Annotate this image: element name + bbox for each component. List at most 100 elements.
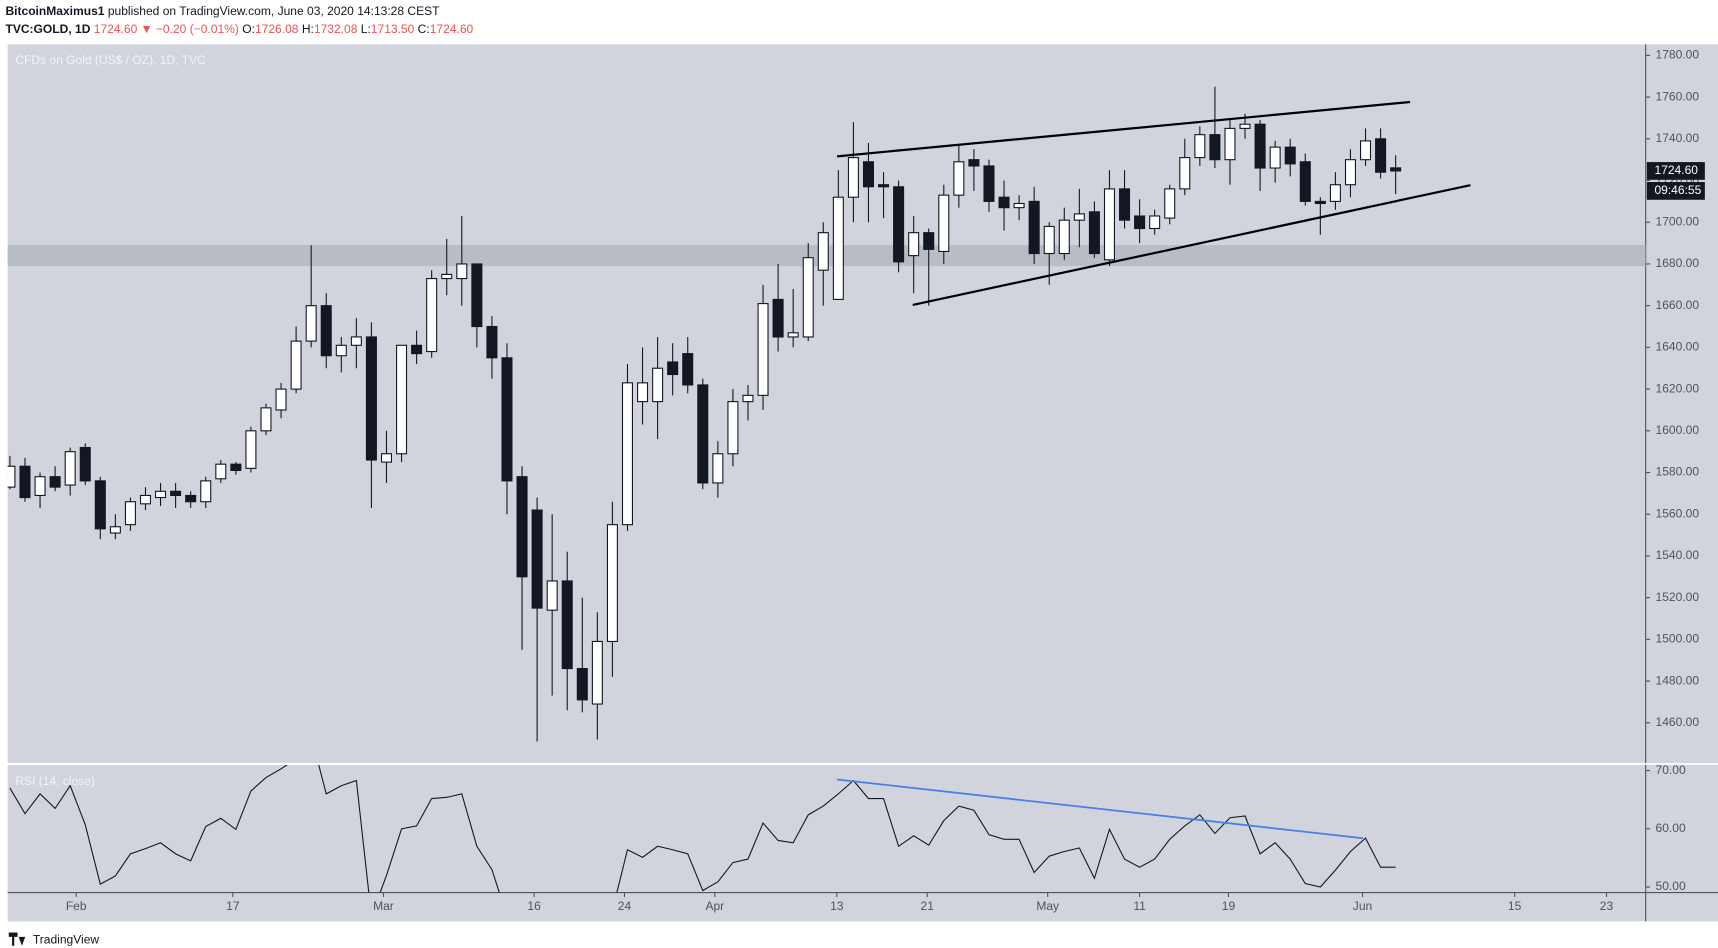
header-line: BitcoinMaximus1 published on TradingView…	[5, 4, 440, 18]
x-tick-label: Mar	[373, 899, 394, 913]
x-tick-label: 16	[527, 899, 541, 913]
candle-body	[697, 384, 709, 484]
candle-body	[1254, 123, 1266, 169]
candle-body	[1375, 138, 1387, 173]
h-label: H:	[302, 22, 314, 36]
candle-body	[1179, 157, 1191, 190]
rsi-title: RSI (14, close)	[15, 774, 95, 788]
candle-body	[471, 263, 483, 328]
candle-body	[787, 332, 799, 338]
trend-line	[836, 100, 1411, 158]
candle-body	[667, 361, 679, 376]
x-tick-label: May	[1036, 899, 1060, 913]
last: 1724.60	[94, 22, 138, 36]
y-tick-label: 1560.00	[1656, 506, 1700, 520]
price-tag-box	[1646, 162, 1705, 180]
published: published on TradingView.com, June 03, 2…	[108, 4, 440, 18]
candle-body	[847, 157, 859, 198]
candle-body	[396, 344, 408, 455]
candle-body	[1119, 188, 1131, 221]
candle-body	[139, 494, 152, 505]
candles	[7, 86, 1402, 742]
x-tick-label: 23	[1600, 899, 1614, 913]
x-tick-label: 21	[921, 899, 935, 913]
candle-body	[1194, 134, 1206, 159]
candle-body	[7, 465, 16, 488]
l-label: L:	[361, 22, 371, 36]
y-tick-label: 1580.00	[1656, 465, 1700, 479]
candle-body	[682, 353, 694, 386]
footer-logo: TradingView	[8, 932, 99, 946]
candle-body	[968, 159, 980, 167]
candle-body	[1073, 213, 1085, 221]
y-tick-label: 1520.00	[1656, 590, 1700, 604]
candle-body	[441, 273, 453, 280]
y-tick-label: 1740.00	[1656, 131, 1700, 145]
chart-title: CFDs on Gold (US$ / OZ), 1D, TVC	[15, 53, 206, 67]
candle-body	[1239, 123, 1251, 129]
y-tick-label: 1640.00	[1656, 340, 1700, 354]
x-tick-label: 19	[1222, 899, 1236, 913]
candle-body	[817, 232, 829, 271]
candle-body	[1103, 188, 1115, 261]
candle-body	[79, 446, 91, 482]
candle-body	[712, 453, 724, 484]
change: ▼ −0.20 (−0.01%)	[141, 22, 239, 36]
candle-body	[260, 407, 272, 432]
x-tick-label: 24	[618, 899, 632, 913]
rsi-series	[9, 765, 1396, 893]
candle-body	[1299, 161, 1311, 202]
candle-body	[230, 463, 242, 471]
candle-body	[1209, 134, 1221, 161]
countdown: 09:46:55	[1654, 183, 1701, 197]
candle-body	[350, 336, 362, 346]
candle-body	[1329, 184, 1341, 202]
trend-line	[912, 184, 1471, 306]
candle-body	[501, 357, 513, 482]
y-tick-label: 70.00	[1656, 763, 1686, 777]
o: 1726.08	[255, 22, 299, 36]
candle-body	[109, 526, 121, 534]
candle-body	[380, 453, 393, 463]
candle-body	[637, 382, 649, 403]
y-tick-label: 1760.00	[1656, 89, 1700, 103]
candle-body	[49, 476, 61, 488]
candle-body	[606, 524, 618, 643]
y-tick-label: 1460.00	[1656, 715, 1700, 729]
candle-body	[1134, 215, 1146, 230]
c: 1724.60	[430, 22, 474, 36]
candle-body	[893, 186, 905, 263]
candle-body	[923, 232, 935, 250]
candle-body	[1164, 188, 1176, 219]
candle-body	[1043, 225, 1055, 255]
y-tick-label: 1780.00	[1656, 48, 1700, 62]
o-label: O:	[242, 22, 255, 36]
candle-body	[938, 194, 950, 253]
candle-body	[1013, 202, 1025, 209]
price-pane	[7, 44, 1646, 763]
candle-body	[983, 165, 995, 202]
candle-body	[1028, 200, 1040, 255]
candle-body	[411, 344, 423, 355]
candle-body	[953, 161, 965, 196]
y-tick-label: 1700.00	[1656, 214, 1700, 228]
candle-body	[19, 465, 31, 499]
y-tick-label: 60.00	[1656, 821, 1686, 835]
candle-body	[621, 382, 633, 526]
y-tick-label: 1480.00	[1656, 673, 1700, 687]
candle-body	[1149, 215, 1161, 230]
x-tick-label: 17	[226, 899, 240, 913]
y-tick-label: 1500.00	[1656, 632, 1700, 646]
candle-body	[94, 480, 106, 530]
candle-body	[862, 161, 874, 188]
x-tick-label: Jun	[1353, 899, 1372, 913]
x-tick-label: 15	[1508, 899, 1522, 913]
c-label: C:	[418, 22, 430, 36]
candle-body	[516, 476, 528, 578]
candle-body	[802, 257, 814, 338]
candle-body	[1314, 200, 1326, 205]
candle-body	[576, 668, 588, 701]
candle-body	[456, 263, 468, 280]
candle-body	[561, 580, 573, 670]
